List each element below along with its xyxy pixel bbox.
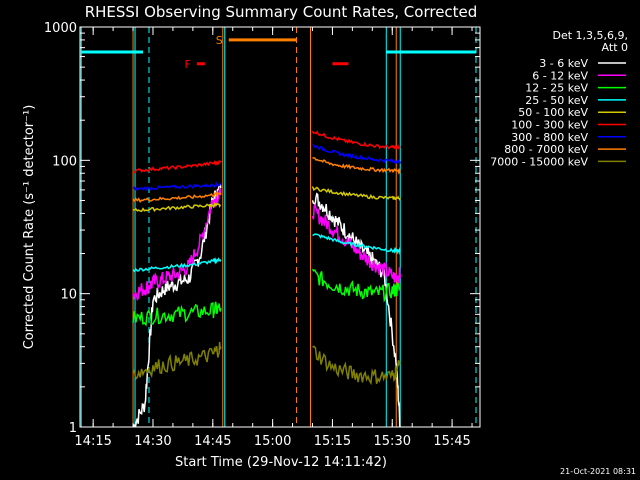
series-line [132, 186, 222, 301]
series-line [312, 345, 401, 386]
legend-label: 7000 - 15000 keV [490, 155, 588, 168]
y-axis: 1 10 100 1000 [44, 21, 480, 436]
series-line [132, 189, 222, 203]
series-line [132, 201, 221, 213]
legend-label: 800 - 7000 keV [504, 143, 588, 156]
series-line [311, 192, 401, 427]
flag-label: F [185, 58, 191, 71]
y-tick-label: 10 [60, 288, 77, 303]
series-line [311, 202, 401, 284]
legend-header-line-2: Att 0 [602, 41, 628, 54]
y-axis-label: Corrected Count Rate (s⁻¹ detector⁻¹) [22, 105, 37, 350]
legend-header-line-1: Det 1,3,5,6,9, [552, 29, 628, 42]
series-line [132, 301, 222, 327]
series-line [132, 257, 222, 273]
legend-label: 300 - 800 keV [511, 131, 588, 144]
chart-title: RHESSI Observing Summary Count Rates, Co… [85, 3, 478, 21]
series-line [311, 268, 401, 303]
x-tick-label: 14:15 [74, 434, 111, 449]
series-line [132, 180, 222, 192]
x-tick-label: 15:00 [254, 434, 291, 449]
timestamp: 21-Oct-2021 08:31 [560, 467, 636, 476]
flag-label: S [216, 34, 223, 47]
x-axis: 14:15 14:30 14:45 15:00 15:15 15:30 15:45 [74, 27, 473, 449]
plot-frame [79, 26, 481, 428]
x-tick-label: 15:45 [433, 434, 470, 449]
y-tick-label: 1000 [44, 21, 77, 36]
series-line [312, 157, 401, 175]
plot-area: NSF [80, 27, 477, 427]
y-tick-label: 100 [52, 154, 77, 169]
series-line [312, 144, 401, 165]
legend-label: 100 - 300 keV [511, 119, 588, 132]
x-tick-label: 14:30 [134, 434, 171, 449]
legend-label: 12 - 25 keV [525, 82, 588, 95]
legend-label: 50 - 100 keV [518, 106, 588, 119]
x-tick-label: 15:15 [314, 434, 351, 449]
legend-label: 3 - 6 keV [539, 57, 588, 70]
series-line [312, 233, 401, 256]
legend-label: 25 - 50 keV [525, 94, 588, 107]
x-tick-label: 14:45 [194, 434, 231, 449]
y-tick-label: 1 [69, 421, 77, 436]
series-line [132, 341, 222, 381]
x-tick-label: 15:30 [374, 434, 411, 449]
series-line [311, 130, 401, 150]
x-axis-label: Start Time (29-Nov-12 14:11:42) [175, 455, 387, 470]
series-line [132, 183, 222, 427]
legend-label: 6 - 12 keV [532, 69, 588, 82]
series-line [132, 159, 222, 174]
series-line [311, 186, 401, 202]
